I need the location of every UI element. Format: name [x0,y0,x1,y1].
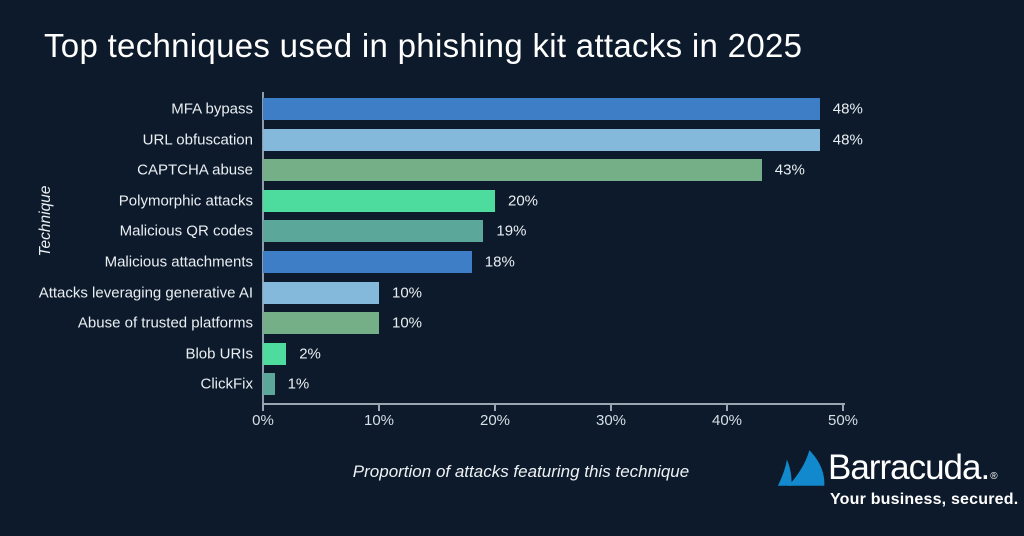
y-axis-line [262,92,264,404]
value-label-blob-uris: 2% [299,345,321,363]
category-label-clickfix: ClickFix [200,375,254,393]
category-label-mfa-bypass: MFA bypass [171,100,253,118]
value-label-url-obfuscation: 48% [832,131,863,149]
x-tick-mark-20 [494,404,496,411]
category-label-captcha-abuse: CAPTCHA abuse [137,161,253,179]
category-label-malicious-attachments: Malicious attachments [104,253,253,271]
bar-attacks-leveraging-generative-ai [263,281,379,304]
x-tick-mark-40 [726,404,728,411]
barracuda-wordmark: Barracuda.® [828,447,998,488]
barracuda-fin-icon [777,450,825,486]
category-label-malicious-qr-codes: Malicious QR codes [119,222,253,240]
x-axis-title: Proportion of attacks featuring this tec… [352,462,690,481]
bar-blob-uris [263,342,287,365]
chart-title: Top techniques used in phishing kit atta… [44,27,803,64]
bar-mfa-bypass [263,98,820,120]
x-tick-mark-30 [610,404,612,411]
bar-malicious-qr-codes [263,220,484,243]
logo-tagline: Your business, secured. [830,491,1019,508]
x-tick-mark-10 [378,404,380,411]
value-label-attacks-leveraging-generative-ai: 10% [392,284,423,302]
value-label-polymorphic-attacks: 20% [508,192,539,210]
x-axis-line [262,403,845,405]
value-label-malicious-qr-codes: 19% [496,222,527,240]
bar-url-obfuscation [263,128,820,151]
x-tick-mark-0 [262,404,264,411]
x-tick-label-30: 30% [595,412,627,429]
value-label-mfa-bypass: 48% [832,100,863,118]
x-tick-label-50: 50% [827,412,859,429]
barracuda-logo: Barracuda.® Your business, secured. [770,445,1018,515]
bar-malicious-attachments [263,251,472,273]
bar-abuse-of-trusted-platforms [263,312,379,335]
bar-polymorphic-attacks [263,189,495,212]
x-tick-label-10: 10% [363,412,395,429]
value-label-clickfix: 1% [287,375,310,393]
value-label-captcha-abuse: 43% [774,161,805,179]
x-tick-label-20: 20% [479,412,511,429]
category-label-polymorphic-attacks: Polymorphic attacks [118,192,253,210]
value-label-malicious-attachments: 18% [484,253,515,271]
wordmark-text: Barracuda. [828,448,990,487]
x-tick-label-40: 40% [711,412,743,429]
category-label-attacks-leveraging-generative-ai: Attacks leveraging generative AI [38,284,253,302]
bar-clickfix [263,373,275,396]
x-tick-mark-50 [842,404,844,411]
value-label-abuse-of-trusted-platforms: 10% [392,314,423,332]
category-label-abuse-of-trusted-platforms: Abuse of trusted platforms [77,314,253,332]
category-label-url-obfuscation: URL obfuscation [142,131,253,149]
registered-trademark-icon: ® [990,471,998,482]
bar-captcha-abuse [263,159,762,182]
x-tick-label-0: 0% [252,412,274,429]
category-label-blob-uris: Blob URIs [185,345,253,363]
